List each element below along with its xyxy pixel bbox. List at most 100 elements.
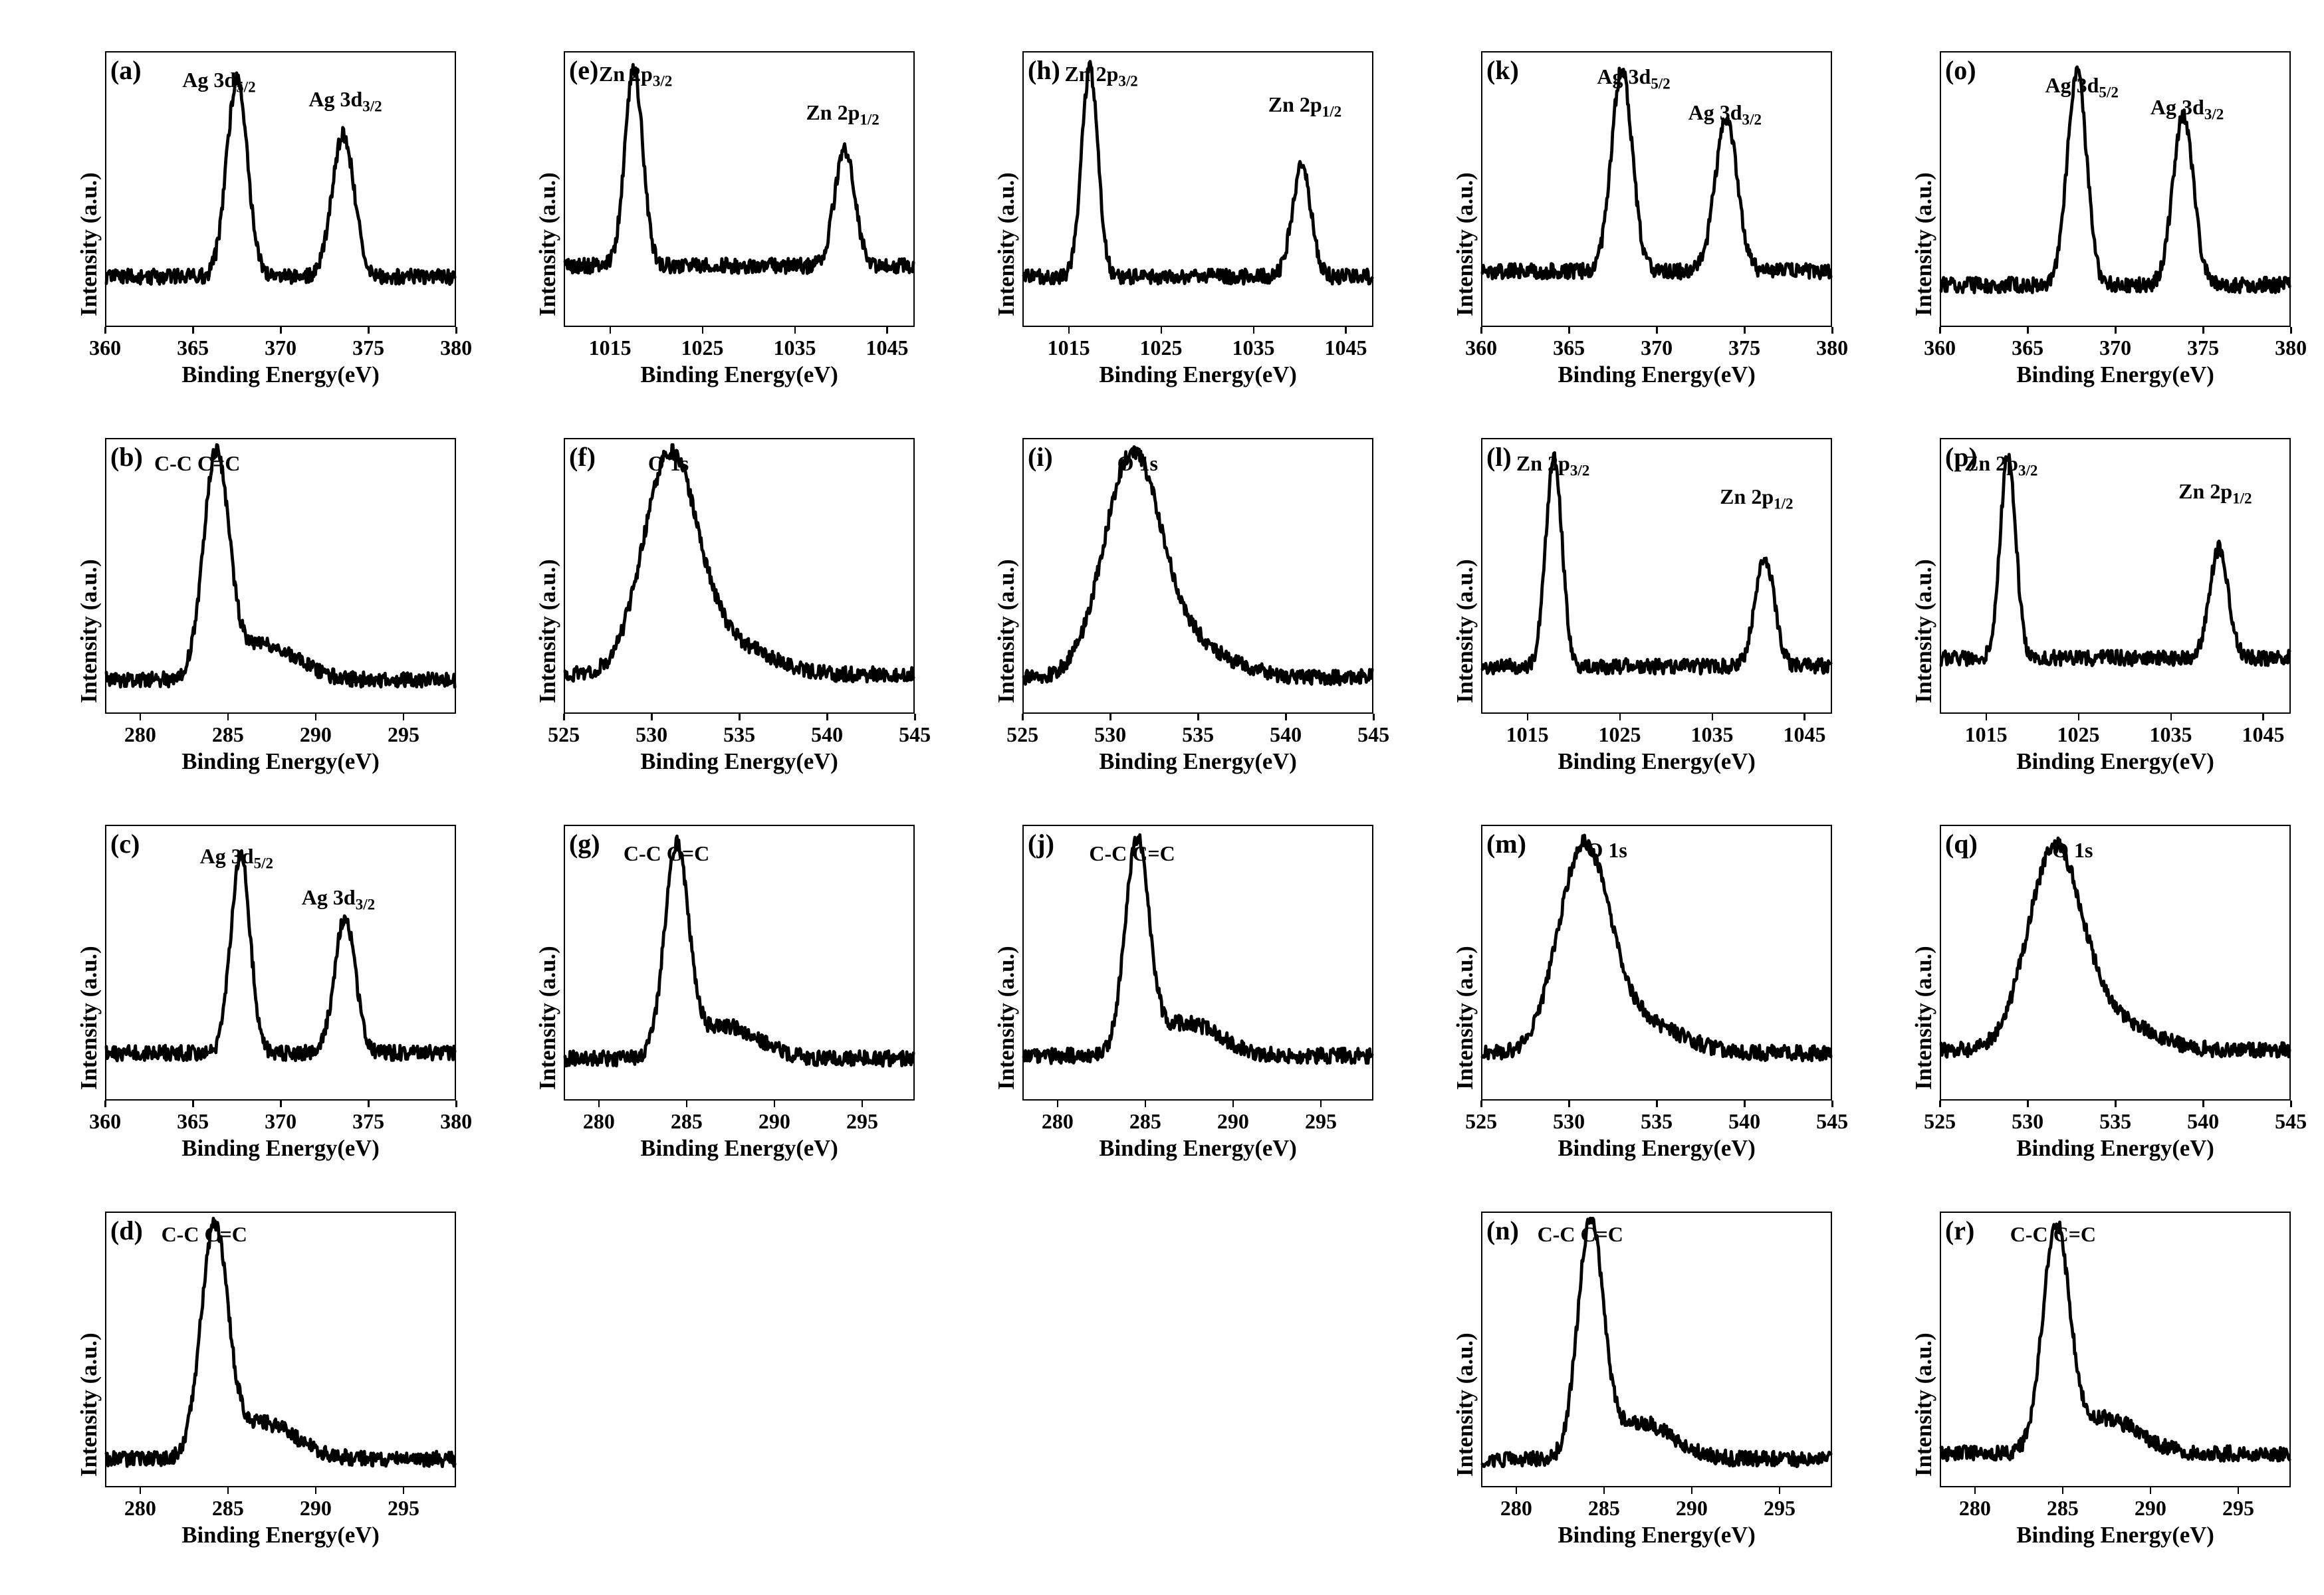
x-tick-label: 530 — [2001, 1109, 2054, 1134]
x-tick — [1253, 327, 1255, 334]
x-tick-label: 1045 — [1778, 722, 1831, 747]
xps-spectrum-curve — [106, 826, 455, 1100]
xps-spectrum-curve — [1482, 1213, 1831, 1487]
axes-box — [564, 438, 915, 714]
x-tick-label: 280 — [114, 722, 167, 747]
x-tick — [862, 1101, 864, 1107]
peak-label: Ag 3d5/2 — [2045, 73, 2119, 101]
peak-label: Zn 2p1/2 — [1720, 484, 1793, 512]
panel-tag: (o) — [1945, 54, 1976, 86]
panel-tag: (m) — [1486, 828, 1526, 859]
y-axis-label: Intensity (a.u.) — [1452, 172, 1478, 316]
x-tick-label: 530 — [1084, 722, 1137, 747]
x-tick-label: 280 — [1490, 1496, 1543, 1521]
x-tick-label: 365 — [2001, 336, 2054, 360]
xps-spectrum-curve — [565, 439, 913, 713]
x-tick — [1568, 1101, 1570, 1107]
x-tick — [1373, 714, 1375, 720]
x-tick-label: 545 — [1805, 1109, 1859, 1134]
x-tick-label: 365 — [166, 1109, 219, 1134]
x-tick-label: 285 — [1577, 1496, 1631, 1521]
x-tick — [1161, 327, 1163, 334]
x-tick-label: 290 — [1207, 1109, 1260, 1134]
y-axis-label: Intensity (a.u.) — [1452, 559, 1478, 703]
x-tick-label: 525 — [1913, 1109, 1966, 1134]
x-tick — [1744, 1101, 1746, 1107]
x-tick-label: 540 — [1259, 722, 1312, 747]
x-tick-label: 285 — [2036, 1496, 2089, 1521]
x-tick — [1109, 714, 1111, 720]
x-tick — [702, 327, 704, 334]
x-axis-label: Binding Energy(eV) — [564, 1136, 915, 1162]
peak-label: Ag 3d3/2 — [1688, 100, 1762, 128]
y-axis-label: Intensity (a.u.) — [1911, 559, 1937, 703]
axes-box — [1022, 825, 1373, 1101]
x-tick-label: 295 — [2212, 1496, 2265, 1521]
x-tick — [2115, 327, 2117, 334]
x-tick — [368, 1101, 370, 1107]
axes-box — [1022, 438, 1373, 714]
x-tick-label: 380 — [429, 336, 483, 360]
x-tick — [2027, 327, 2029, 334]
x-tick — [227, 714, 229, 720]
x-tick — [1232, 1101, 1234, 1107]
x-tick — [2202, 327, 2204, 334]
y-axis-label: Intensity (a.u.) — [994, 559, 1020, 703]
x-tick — [2062, 1487, 2064, 1494]
xps-panel-b: (b)C-C C=CIntensity (a.u.)Binding Energy… — [27, 427, 463, 795]
panel-tag: (q) — [1945, 828, 1978, 859]
x-axis-label: Binding Energy(eV) — [1022, 1136, 1373, 1162]
axes-box — [1940, 825, 2291, 1101]
peak-label: O 1s — [1117, 451, 1158, 476]
x-tick — [1480, 1101, 1482, 1107]
peak-label: O 1s — [648, 451, 689, 476]
x-axis-label: Binding Energy(eV) — [1481, 362, 1832, 388]
x-tick — [2170, 714, 2172, 720]
xps-panel-a: (a)Ag 3d5/2Ag 3d3/2Intensity (a.u.)Bindi… — [27, 40, 463, 408]
x-tick-label: 1035 — [1686, 722, 1739, 747]
x-tick — [1656, 327, 1658, 334]
y-axis-label: Intensity (a.u.) — [1911, 172, 1937, 316]
x-tick — [1986, 714, 1988, 720]
x-tick-label: 525 — [537, 722, 590, 747]
x-tick-label: 290 — [2124, 1496, 2177, 1521]
x-tick-label: 540 — [2176, 1109, 2230, 1134]
x-axis-label: Binding Energy(eV) — [564, 749, 915, 775]
x-tick-label: 370 — [2089, 336, 2142, 360]
x-tick — [1939, 327, 1941, 334]
y-axis-label: Intensity (a.u.) — [76, 1332, 102, 1477]
peak-label: C-C C=C — [2010, 1222, 2096, 1247]
x-tick — [2078, 714, 2080, 720]
y-axis-label: Intensity (a.u.) — [1911, 1332, 1937, 1477]
x-tick — [1568, 327, 1570, 334]
xps-panel-j: (j)C-C C=CIntensity (a.u.)Binding Energy… — [944, 813, 1380, 1182]
panel-tag: (k) — [1486, 54, 1519, 86]
x-tick — [140, 1487, 142, 1494]
x-tick — [1603, 1487, 1605, 1494]
x-tick-label: 535 — [1171, 722, 1224, 747]
x-tick-label: 290 — [289, 1496, 342, 1521]
x-tick-label: 1045 — [2236, 722, 2289, 747]
y-axis-label: Intensity (a.u.) — [76, 946, 102, 1090]
x-axis-label: Binding Energy(eV) — [1940, 1136, 2291, 1162]
xps-panel-l: (l)Zn 2p3/2Zn 2p1/2Intensity (a.u.)Bindi… — [1403, 427, 1839, 795]
peak-label: Ag 3d3/2 — [2150, 95, 2224, 123]
x-tick — [1831, 1101, 1833, 1107]
xps-panel-q: (q)O 1sIntensity (a.u.)Binding Energy(eV… — [1861, 813, 2297, 1182]
x-tick — [455, 1101, 457, 1107]
x-tick-label: 375 — [342, 336, 395, 360]
x-tick-label: 1025 — [1593, 722, 1647, 747]
x-tick-label: 545 — [888, 722, 941, 747]
x-tick — [774, 1101, 776, 1107]
y-axis-label: Intensity (a.u.) — [535, 946, 561, 1090]
x-axis-label: Binding Energy(eV) — [1481, 1523, 1832, 1548]
panel-tag: (r) — [1945, 1215, 1974, 1246]
x-tick-label: 525 — [1454, 1109, 1508, 1134]
x-tick — [192, 327, 194, 334]
x-tick-label: 1035 — [768, 336, 822, 360]
x-tick-label: 295 — [1294, 1109, 1347, 1134]
peak-label: O 1s — [2052, 838, 2093, 863]
x-tick — [1779, 1487, 1781, 1494]
x-tick — [1712, 714, 1714, 720]
xps-spectrum-curve — [106, 53, 455, 326]
